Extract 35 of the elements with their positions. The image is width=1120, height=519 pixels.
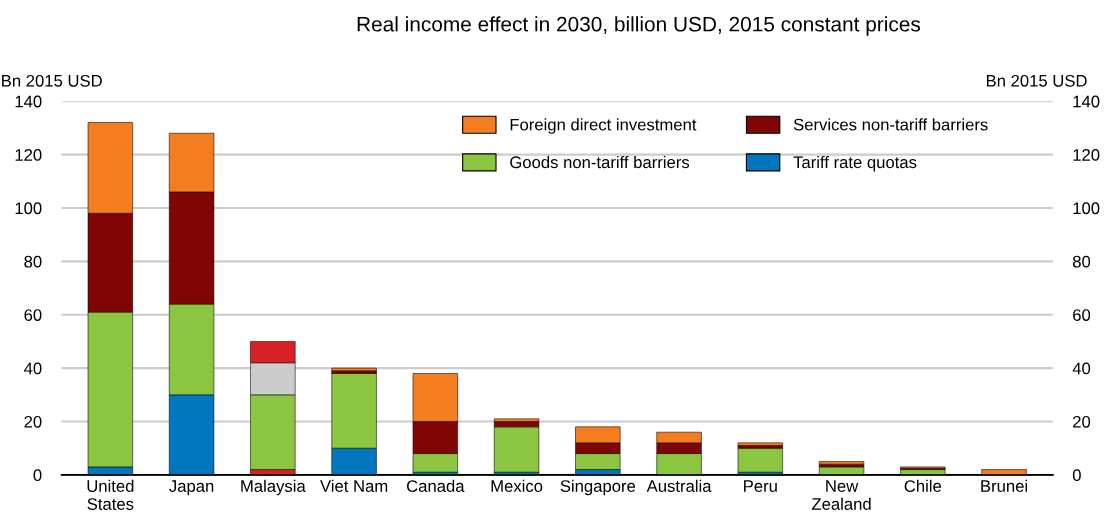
x-tick-label: Japan	[169, 480, 214, 496]
legend-label: Goods non-tariff barriers	[510, 155, 690, 169]
y2-tick-label: 20	[1073, 415, 1091, 428]
y-tick-label: 40	[24, 362, 42, 375]
y-tick-label: 120	[15, 148, 42, 161]
legend-label: Tariff rate quotas	[793, 155, 917, 172]
x-tick-label: Chile	[904, 479, 942, 492]
y2-tick-label: 40	[1072, 362, 1091, 375]
y2-tick-label: 120	[1073, 148, 1100, 161]
y-tick-label: 80	[24, 255, 42, 268]
y2-tick-label: 60	[1073, 309, 1091, 321]
x-tick-label: Peru	[744, 480, 777, 492]
y2-tick-label: 0	[1072, 469, 1081, 482]
legend-label: Services non-tariff barriers	[793, 118, 988, 131]
x-tick-label: Malaysia	[241, 479, 306, 496]
y2-tick-label: 140	[1073, 95, 1100, 108]
chart-title: Real income effect in 2030, billion USD, 2015 constant prices	[357, 16, 921, 36]
x-tick-label: Australia	[646, 479, 712, 492]
y-axis-title: Bn 2015 USD	[2, 74, 102, 87]
x-tick-label: New Zealand	[811, 480, 871, 510]
y2-tick-label: 100	[1073, 202, 1100, 215]
y-tick-label: 140	[15, 95, 42, 108]
y-tick-label: 60	[24, 309, 42, 321]
x-tick-label: Canada	[406, 479, 465, 492]
y-tick-label: 100	[15, 202, 42, 215]
y-tick-label: 20	[24, 415, 42, 428]
x-tick-label: Viet Nam	[320, 479, 388, 492]
y2-tick-label: 80	[1072, 255, 1091, 268]
x-tick-label: Brunei	[981, 479, 1028, 492]
legend-label: Foreign direct investment	[510, 118, 697, 134]
x-tick-label: Mexico	[491, 479, 543, 492]
x-tick-label: Singapore	[560, 479, 636, 496]
x-tick-label: United States	[87, 479, 134, 510]
y-tick-label: 0	[33, 469, 42, 482]
y2-axis-title: Bn 2015 USD	[986, 74, 1087, 87]
